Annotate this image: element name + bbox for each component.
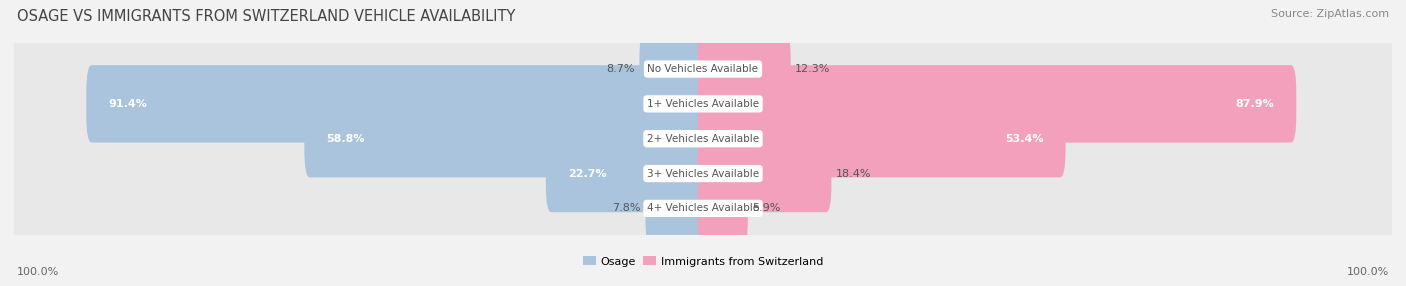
Text: 4+ Vehicles Available: 4+ Vehicles Available [647,203,759,213]
Text: 5.9%: 5.9% [752,203,780,213]
Text: 100.0%: 100.0% [17,267,59,277]
FancyBboxPatch shape [304,100,709,177]
FancyBboxPatch shape [86,65,709,142]
Text: Source: ZipAtlas.com: Source: ZipAtlas.com [1271,9,1389,19]
Text: 22.7%: 22.7% [568,168,606,178]
Text: 100.0%: 100.0% [1347,267,1389,277]
Text: 18.4%: 18.4% [837,168,872,178]
Text: 91.4%: 91.4% [108,99,148,109]
FancyBboxPatch shape [645,170,709,247]
Text: 58.8%: 58.8% [326,134,366,144]
Text: 53.4%: 53.4% [1005,134,1043,144]
FancyBboxPatch shape [697,30,790,108]
Legend: Osage, Immigrants from Switzerland: Osage, Immigrants from Switzerland [579,252,827,271]
Text: 1+ Vehicles Available: 1+ Vehicles Available [647,99,759,109]
FancyBboxPatch shape [697,170,748,247]
Text: 2+ Vehicles Available: 2+ Vehicles Available [647,134,759,144]
FancyBboxPatch shape [697,135,831,212]
FancyBboxPatch shape [640,30,709,108]
FancyBboxPatch shape [697,100,1066,177]
Text: 7.8%: 7.8% [612,203,641,213]
FancyBboxPatch shape [13,44,1393,163]
Text: 8.7%: 8.7% [606,64,634,74]
Text: OSAGE VS IMMIGRANTS FROM SWITZERLAND VEHICLE AVAILABILITY: OSAGE VS IMMIGRANTS FROM SWITZERLAND VEH… [17,9,515,23]
Text: 12.3%: 12.3% [796,64,831,74]
FancyBboxPatch shape [13,149,1393,268]
FancyBboxPatch shape [13,114,1393,233]
FancyBboxPatch shape [546,135,709,212]
FancyBboxPatch shape [13,9,1393,128]
FancyBboxPatch shape [697,65,1296,142]
Text: 3+ Vehicles Available: 3+ Vehicles Available [647,168,759,178]
Text: 87.9%: 87.9% [1236,99,1274,109]
FancyBboxPatch shape [13,79,1393,198]
Text: No Vehicles Available: No Vehicles Available [648,64,758,74]
